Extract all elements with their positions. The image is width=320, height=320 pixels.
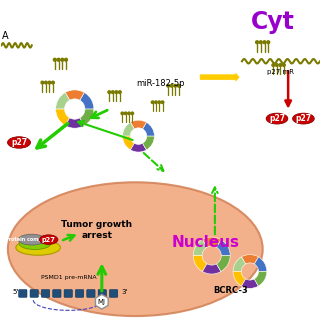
Circle shape	[57, 58, 60, 61]
Text: p27: p27	[42, 236, 56, 243]
Circle shape	[276, 64, 278, 67]
Wedge shape	[254, 271, 267, 286]
Text: PSMD1 pre-mRNA: PSMD1 pre-mRNA	[41, 275, 96, 280]
Wedge shape	[242, 279, 258, 288]
Circle shape	[108, 91, 111, 93]
Circle shape	[111, 91, 114, 93]
Circle shape	[121, 112, 124, 115]
FancyBboxPatch shape	[41, 290, 50, 297]
Ellipse shape	[266, 113, 288, 124]
Wedge shape	[254, 257, 267, 271]
Wedge shape	[80, 109, 94, 125]
Ellipse shape	[8, 182, 263, 316]
Circle shape	[263, 41, 266, 44]
Circle shape	[131, 112, 133, 115]
FancyBboxPatch shape	[76, 290, 84, 297]
Text: A: A	[2, 31, 9, 41]
Circle shape	[272, 64, 275, 67]
Circle shape	[128, 112, 130, 115]
Circle shape	[161, 101, 164, 103]
Wedge shape	[56, 92, 70, 109]
Ellipse shape	[8, 137, 30, 148]
Wedge shape	[123, 122, 134, 136]
Wedge shape	[143, 122, 154, 136]
Text: BCRC-3: BCRC-3	[213, 286, 248, 295]
Wedge shape	[131, 120, 147, 129]
Wedge shape	[65, 90, 84, 100]
FancyBboxPatch shape	[87, 290, 95, 297]
Circle shape	[124, 112, 127, 115]
Circle shape	[155, 101, 157, 103]
Text: Cyt: Cyt	[251, 10, 294, 34]
Circle shape	[167, 84, 170, 87]
Wedge shape	[80, 92, 94, 109]
Circle shape	[44, 81, 47, 84]
Wedge shape	[203, 237, 221, 247]
FancyBboxPatch shape	[98, 290, 107, 297]
Text: 3': 3'	[121, 289, 127, 295]
Wedge shape	[242, 255, 258, 264]
Circle shape	[52, 81, 54, 84]
Text: Tumor growth
arrest: Tumor growth arrest	[61, 220, 132, 240]
Ellipse shape	[39, 235, 58, 244]
Wedge shape	[233, 271, 246, 286]
Ellipse shape	[16, 240, 60, 255]
Wedge shape	[143, 136, 154, 150]
Text: Protein complex: Protein complex	[5, 237, 50, 242]
Wedge shape	[56, 109, 70, 125]
Wedge shape	[233, 257, 246, 271]
Text: p27: p27	[11, 138, 27, 147]
Wedge shape	[193, 256, 207, 272]
Polygon shape	[95, 294, 108, 309]
Circle shape	[41, 81, 44, 84]
Circle shape	[170, 84, 173, 87]
Circle shape	[151, 101, 154, 103]
Text: p27: p27	[269, 114, 285, 123]
FancyBboxPatch shape	[53, 290, 61, 297]
Circle shape	[118, 91, 121, 93]
Text: miR-182-5p: miR-182-5p	[137, 79, 185, 88]
FancyBboxPatch shape	[19, 290, 27, 297]
FancyBboxPatch shape	[30, 290, 38, 297]
Circle shape	[174, 84, 177, 87]
Wedge shape	[193, 240, 207, 256]
FancyBboxPatch shape	[64, 290, 72, 297]
Circle shape	[48, 81, 51, 84]
Circle shape	[177, 84, 180, 87]
Text: Nucleus: Nucleus	[171, 235, 239, 250]
Ellipse shape	[19, 237, 51, 250]
FancyBboxPatch shape	[109, 290, 118, 297]
Ellipse shape	[18, 234, 45, 245]
Wedge shape	[65, 118, 84, 128]
Circle shape	[61, 58, 64, 61]
Circle shape	[115, 91, 118, 93]
Circle shape	[260, 41, 262, 44]
Text: 5': 5'	[13, 289, 19, 295]
Circle shape	[279, 64, 282, 67]
Text: MJ: MJ	[98, 299, 106, 305]
Text: p27: p27	[295, 114, 311, 123]
Wedge shape	[123, 136, 134, 150]
Circle shape	[158, 101, 161, 103]
Circle shape	[267, 41, 270, 44]
Circle shape	[65, 58, 68, 61]
Wedge shape	[217, 256, 230, 272]
Wedge shape	[217, 240, 230, 256]
Circle shape	[256, 41, 259, 44]
Wedge shape	[131, 143, 147, 152]
Circle shape	[53, 58, 56, 61]
Text: p27 mR: p27 mR	[267, 69, 294, 76]
Ellipse shape	[292, 113, 314, 124]
Circle shape	[283, 64, 285, 67]
Wedge shape	[203, 264, 221, 274]
